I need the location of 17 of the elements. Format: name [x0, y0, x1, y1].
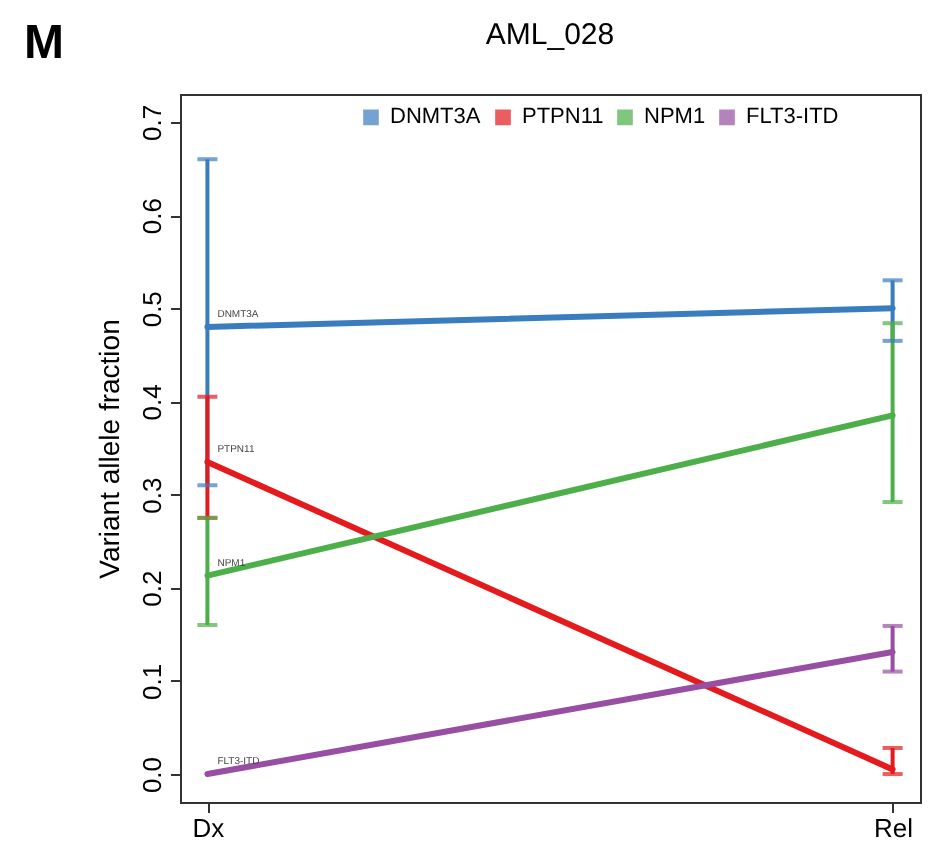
legend-label: PTPN11	[522, 105, 604, 130]
y-tick-label: 0.7	[137, 104, 167, 142]
y-tick-label: 0.0	[137, 756, 167, 794]
x-tick-label: Dx	[192, 813, 226, 843]
chart-title: AML_028	[485, 18, 615, 52]
y-tick-label: 0.1	[137, 663, 167, 700]
legend-label: FLT3-ITD	[746, 105, 839, 130]
legend-label: DNMT3A	[390, 105, 482, 130]
x-tick-label: Rel	[874, 813, 914, 843]
y-tick-label: 0.2	[137, 570, 167, 607]
text: M	[24, 16, 64, 72]
y-tick-label: 0.5	[137, 291, 167, 328]
y-axis-title: Variant allele fraction	[93, 319, 125, 579]
legend-label: NPM1	[644, 105, 706, 130]
y-tick-label: 0.3	[137, 477, 167, 514]
y-tick-label: 0.4	[137, 384, 167, 421]
y-tick-label: 0.6	[137, 198, 167, 235]
